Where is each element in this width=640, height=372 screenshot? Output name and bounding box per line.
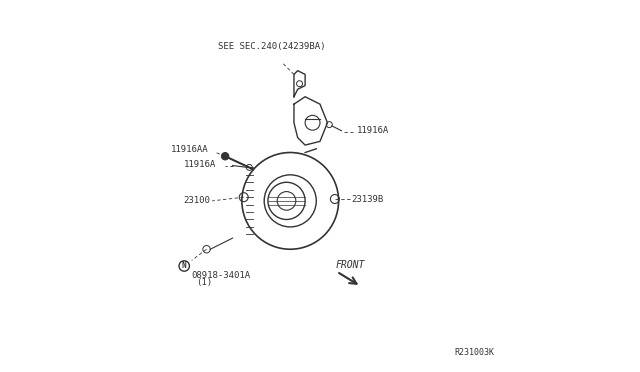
Text: 08918-3401A: 08918-3401A [191,271,250,280]
Text: 23100: 23100 [184,196,211,205]
Text: (1): (1) [196,278,212,287]
Text: FRONT: FRONT [336,260,365,270]
Text: 11916A: 11916A [357,126,390,135]
Text: N: N [182,262,186,270]
Text: 11916AA: 11916AA [171,145,209,154]
Text: R231003K: R231003K [455,348,495,357]
Text: 11916A: 11916A [184,160,216,169]
Text: SEE SEC.240(24239BA): SEE SEC.240(24239BA) [218,42,325,51]
Text: 23139B: 23139B [351,195,384,203]
Circle shape [221,153,229,160]
